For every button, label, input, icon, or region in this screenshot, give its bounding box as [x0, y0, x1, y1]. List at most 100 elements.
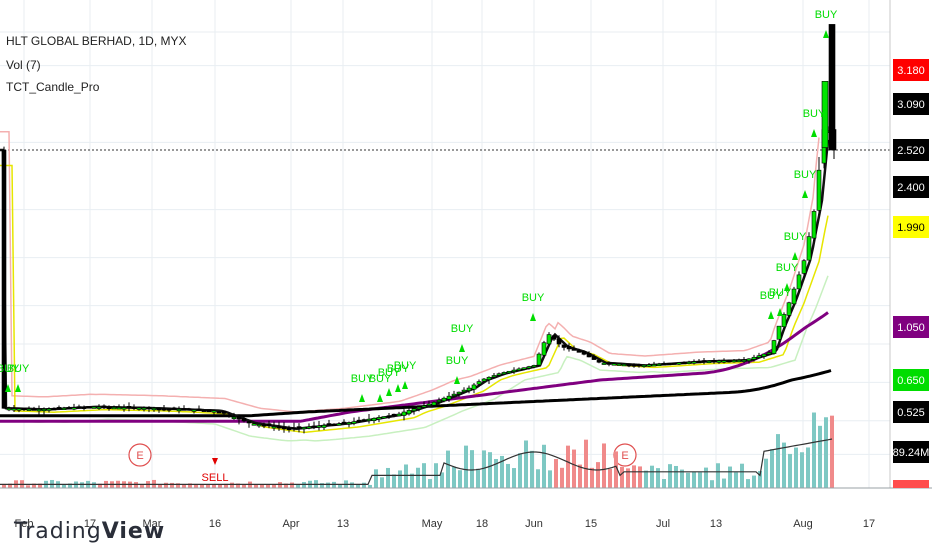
candle-body: [236, 416, 242, 420]
candle-body: [331, 423, 337, 426]
candle-body: [311, 425, 317, 428]
volume-bar: [236, 483, 240, 488]
candle-body: [71, 407, 77, 410]
volume-bar: [560, 467, 564, 488]
logo-part-2: View: [101, 519, 166, 544]
candle-body: [786, 302, 792, 316]
volume-bar: [572, 449, 576, 488]
candle-body: [76, 406, 82, 409]
time-axis-label: Aug: [793, 518, 813, 530]
candle-body: [316, 425, 322, 428]
candle-body: [741, 359, 747, 362]
candle-body: [221, 411, 227, 414]
candle-body: [186, 408, 192, 411]
candle-body: [26, 408, 32, 411]
volume-bar: [194, 483, 198, 488]
volume-bar: [206, 484, 210, 488]
price-label-box: [893, 139, 929, 161]
candle-body: [341, 421, 347, 424]
candle-body: [641, 364, 647, 367]
price-label-box: [893, 401, 929, 423]
candle-body: [521, 367, 527, 370]
candle-body: [606, 362, 612, 365]
candle-body: [581, 351, 587, 355]
volume-bar: [578, 464, 582, 488]
candle-body: [421, 405, 427, 408]
volume-bar: [530, 450, 534, 488]
candle-body: [156, 408, 162, 411]
candle-body: [261, 424, 267, 427]
candle-body: [116, 407, 122, 410]
candle-body: [506, 370, 512, 374]
candle-body: [56, 407, 62, 410]
volume-bar: [62, 484, 66, 488]
candle-body: [201, 409, 207, 412]
candle-body: [756, 355, 762, 358]
volume-bar: [518, 453, 522, 488]
time-axis-label: 13: [337, 518, 349, 530]
price-label-text: 2.400: [897, 182, 925, 194]
candle-body: [301, 427, 307, 430]
volume-bar: [260, 484, 264, 488]
candle-body: [256, 424, 262, 427]
volume-bar: [830, 415, 834, 488]
candle-body: [746, 358, 752, 361]
earnings-label: E: [136, 450, 143, 462]
candle-body-up-large: [821, 81, 829, 148]
candle-body: [396, 413, 402, 417]
candle-body: [136, 407, 142, 410]
volume-bar: [794, 447, 798, 488]
candle-body: [436, 399, 442, 403]
volume-bar: [626, 468, 630, 488]
volume-bar: [26, 485, 30, 488]
price-label-text: 3.090: [897, 99, 925, 111]
volume-bar: [806, 447, 810, 488]
candle-body: [576, 350, 582, 353]
candle-body: [681, 362, 687, 365]
price-label-text: 2.520: [897, 145, 925, 157]
volume-bar: [440, 472, 444, 488]
candle-body: [16, 408, 22, 411]
candle-body: [306, 426, 312, 429]
candle-body: [441, 397, 447, 402]
candle-body: [191, 409, 197, 412]
volume-bar: [278, 482, 282, 488]
candle-body: [461, 389, 467, 392]
volume-bar: [80, 482, 84, 488]
volume-bar: [398, 470, 402, 488]
candle-body: [11, 408, 17, 411]
volume-bar: [734, 472, 738, 488]
candle-body: [226, 414, 232, 417]
volume-ma-line: [0, 438, 833, 485]
candle-body: [241, 417, 247, 422]
candle-body: [416, 406, 422, 410]
band-upper-line: [0, 130, 820, 413]
volume-bar: [200, 483, 204, 488]
buy-signal-label: BUY: [784, 231, 807, 243]
candle-body: [811, 211, 817, 239]
candle-body: [711, 360, 717, 363]
candle-body: [586, 352, 592, 358]
volume-bar: [458, 470, 462, 488]
time-axis-label: 15: [585, 518, 597, 530]
buy-signal-label: BUY: [7, 363, 30, 375]
candle-body: [31, 408, 37, 411]
candle-body: [251, 423, 257, 426]
volume-bar: [554, 459, 558, 488]
volume-bar: [800, 452, 804, 488]
buy-arrow-icon: [402, 381, 408, 389]
candle-body: [391, 413, 397, 416]
candle-body: [701, 360, 707, 363]
volume-bar: [818, 425, 822, 488]
volume-bar: [482, 450, 486, 488]
candle-body: [691, 361, 697, 364]
candle-body: [566, 345, 572, 350]
volume-bar: [176, 483, 180, 488]
candle-body: [41, 408, 47, 412]
volume-bar: [620, 466, 624, 488]
volume-bar: [488, 452, 492, 488]
symbol-title: HLT GLOBAL BERHAD, 1D, MYX: [6, 34, 187, 48]
candle-body-down-large: [828, 24, 836, 151]
volume-bar: [476, 468, 480, 488]
